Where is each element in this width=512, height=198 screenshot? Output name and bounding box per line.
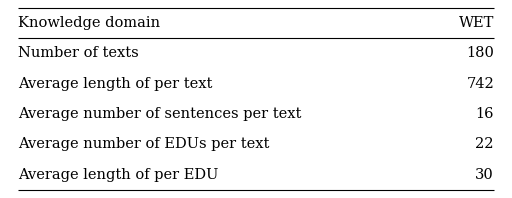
Text: Knowledge domain: Knowledge domain [18,16,160,30]
Text: 30: 30 [475,168,494,182]
Text: Average number of sentences per text: Average number of sentences per text [18,107,302,121]
Text: 742: 742 [466,77,494,91]
Text: Average number of EDUs per text: Average number of EDUs per text [18,137,269,151]
Text: 16: 16 [476,107,494,121]
Text: 180: 180 [466,46,494,60]
Text: Number of texts: Number of texts [18,46,139,60]
Text: Average length of per EDU: Average length of per EDU [18,168,219,182]
Text: Average length of per text: Average length of per text [18,77,212,91]
Text: WET: WET [459,16,494,30]
Text: 22: 22 [476,137,494,151]
